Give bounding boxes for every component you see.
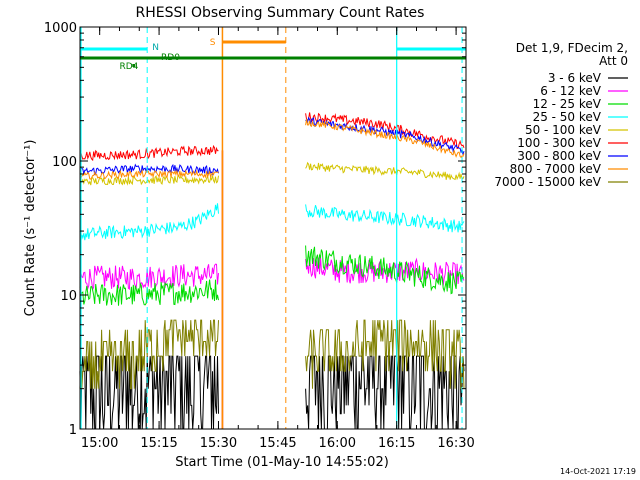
x-tick-label: 15:15 xyxy=(140,436,177,451)
series-800-7000-kev xyxy=(79,118,465,180)
legend-label: 50 - 100 keV xyxy=(525,123,602,137)
series-line xyxy=(79,319,219,390)
x-tick-label: 15:45 xyxy=(259,436,296,451)
legend-label: 7000 - 15000 keV xyxy=(494,175,601,189)
series-25-50-kev xyxy=(79,203,465,242)
series-line xyxy=(79,203,219,242)
series-line xyxy=(305,118,465,159)
y-tick-label: 100 xyxy=(52,155,77,170)
y-tick-label: 10 xyxy=(60,289,77,304)
series-line xyxy=(79,173,219,186)
series-7000-15000-kev xyxy=(79,319,465,390)
legend-label: 25 - 50 keV xyxy=(533,110,602,124)
series-100-300-kev xyxy=(79,112,465,162)
legend-title-line: Att 0 xyxy=(599,54,628,68)
annotation-n: N xyxy=(152,43,159,53)
x-tick-label: 16:30 xyxy=(437,436,474,451)
series-line xyxy=(79,279,219,306)
series-line xyxy=(305,204,465,233)
y-tick-label: 1 xyxy=(69,423,77,438)
axes-layer: 1 10 100 1000 15:00 15:15 15:30 15:45 16:00 16:15… xyxy=(44,21,475,451)
series-line xyxy=(79,144,219,162)
series-12-25-kev xyxy=(79,245,465,306)
series-line xyxy=(79,168,219,180)
legend-label: 100 - 300 keV xyxy=(517,136,601,150)
annotation-rd4: RD4 xyxy=(119,62,138,72)
series-line xyxy=(305,161,465,181)
series-line xyxy=(79,355,219,430)
series-3-6-kev xyxy=(79,355,465,430)
legend-title-line: Det 1,9, FDecim 2, xyxy=(516,41,628,55)
legend-label: 3 - 6 keV xyxy=(548,71,602,85)
chart-title: RHESSI Observing Summary Count Rates xyxy=(136,5,425,21)
legend-label: 800 - 7000 keV xyxy=(510,162,602,176)
rd4-marker xyxy=(132,64,136,67)
series-line xyxy=(305,245,465,295)
x-tick-label: 16:15 xyxy=(378,436,415,451)
footer-timestamp: 14-Oct-2021 17:19 xyxy=(560,467,636,476)
y-axis-label: Count Rate (s⁻¹ detector⁻¹) xyxy=(23,140,38,317)
annotation-s: S xyxy=(210,38,216,48)
annotation-rd0: RD0 xyxy=(161,53,180,63)
x-tick-label: 16:00 xyxy=(319,436,356,451)
legend-label: 6 - 12 keV xyxy=(540,84,602,98)
series-line xyxy=(79,263,219,292)
legend-label: 300 - 800 keV xyxy=(517,149,601,163)
plot-frame xyxy=(79,26,467,430)
x-axis-label: Start Time (01-May-10 14:55:02) xyxy=(175,455,389,470)
x-tick-label: 15:30 xyxy=(200,436,237,451)
series-line xyxy=(305,319,465,389)
series-line xyxy=(305,355,465,430)
legend-label: 12 - 25 keV xyxy=(533,97,602,111)
y-tick-label: 1000 xyxy=(44,21,77,36)
overlay-layer: N S RD0 RD4 xyxy=(80,27,466,429)
series-50-100-kev xyxy=(79,161,465,186)
series-line xyxy=(305,112,465,150)
x-tick-label: 15:00 xyxy=(81,436,118,451)
